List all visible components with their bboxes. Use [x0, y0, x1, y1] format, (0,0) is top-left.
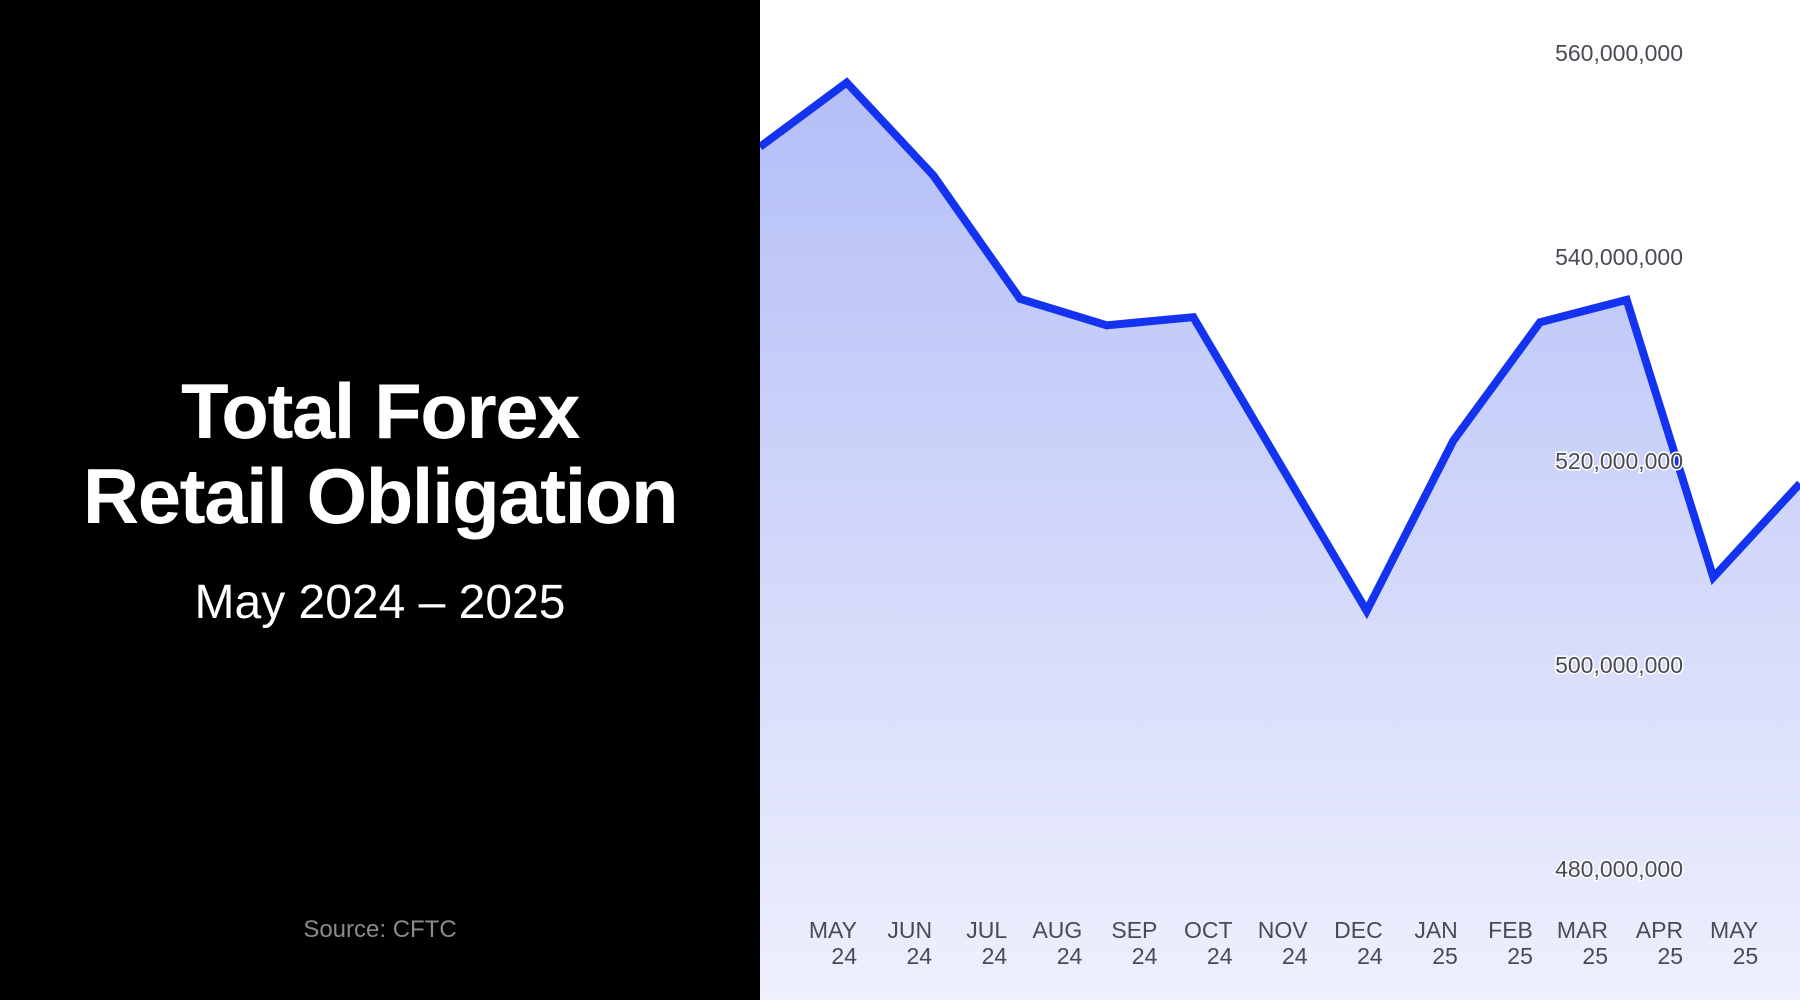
x-tick-label: FEB — [1488, 917, 1533, 943]
x-tick-label: JUL — [966, 917, 1007, 943]
x-tick-label: 25 — [1658, 943, 1684, 969]
title-panel: Total Forex Retail Obligation May 2024 –… — [0, 0, 760, 1000]
x-tick-label: 25 — [1582, 943, 1608, 969]
title-line-1: Total Forex — [180, 367, 581, 455]
series-line — [760, 77, 1800, 620]
x-tick-label: 24 — [1057, 943, 1083, 969]
x-tick-label: 24 — [1282, 943, 1308, 969]
x-tick-label: 24 — [907, 943, 933, 969]
x-tick-label: 24 — [1207, 943, 1233, 969]
x-tick-label: JUN — [887, 917, 932, 943]
x-tick-label: APR — [1636, 917, 1683, 943]
x-tick-label: OCT — [1184, 917, 1233, 943]
x-tick-label: MAY — [809, 917, 857, 943]
x-tick-label: 24 — [1132, 943, 1158, 969]
x-tick-label: SEP — [1111, 917, 1157, 943]
title-line-2: Retail Obligation — [82, 452, 679, 540]
y-tick-label: 520,000,000 — [1555, 448, 1683, 474]
x-tick-label: 24 — [831, 943, 857, 969]
y-tick-label: 480,000,000 — [1555, 856, 1683, 882]
y-tick-label: 560,000,000 — [1555, 40, 1683, 66]
x-tick-label: JAN — [1414, 917, 1457, 943]
y-tick-label: 500,000,000 — [1555, 652, 1683, 678]
x-tick-label: 25 — [1432, 943, 1458, 969]
x-tick-label: 25 — [1733, 943, 1759, 969]
x-tick-label: 24 — [982, 943, 1008, 969]
x-tick-label: MAY — [1710, 917, 1758, 943]
subtitle: May 2024 – 2025 — [194, 576, 566, 629]
x-tick-label: NOV — [1258, 917, 1309, 943]
x-tick-label: DEC — [1334, 917, 1383, 943]
x-tick-label: 24 — [1357, 943, 1383, 969]
x-tick-label: 25 — [1507, 943, 1533, 969]
y-tick-label: 540,000,000 — [1555, 244, 1683, 270]
area-fill — [760, 82, 1800, 1000]
x-tick-label: MAR — [1557, 917, 1608, 943]
source-note: Source: CFTC — [303, 916, 457, 943]
area-chart: 560,000,000 540,000,000 520,000,000 500,000… — [760, 39, 1800, 1000]
x-tick-label: AUG — [1032, 917, 1082, 943]
